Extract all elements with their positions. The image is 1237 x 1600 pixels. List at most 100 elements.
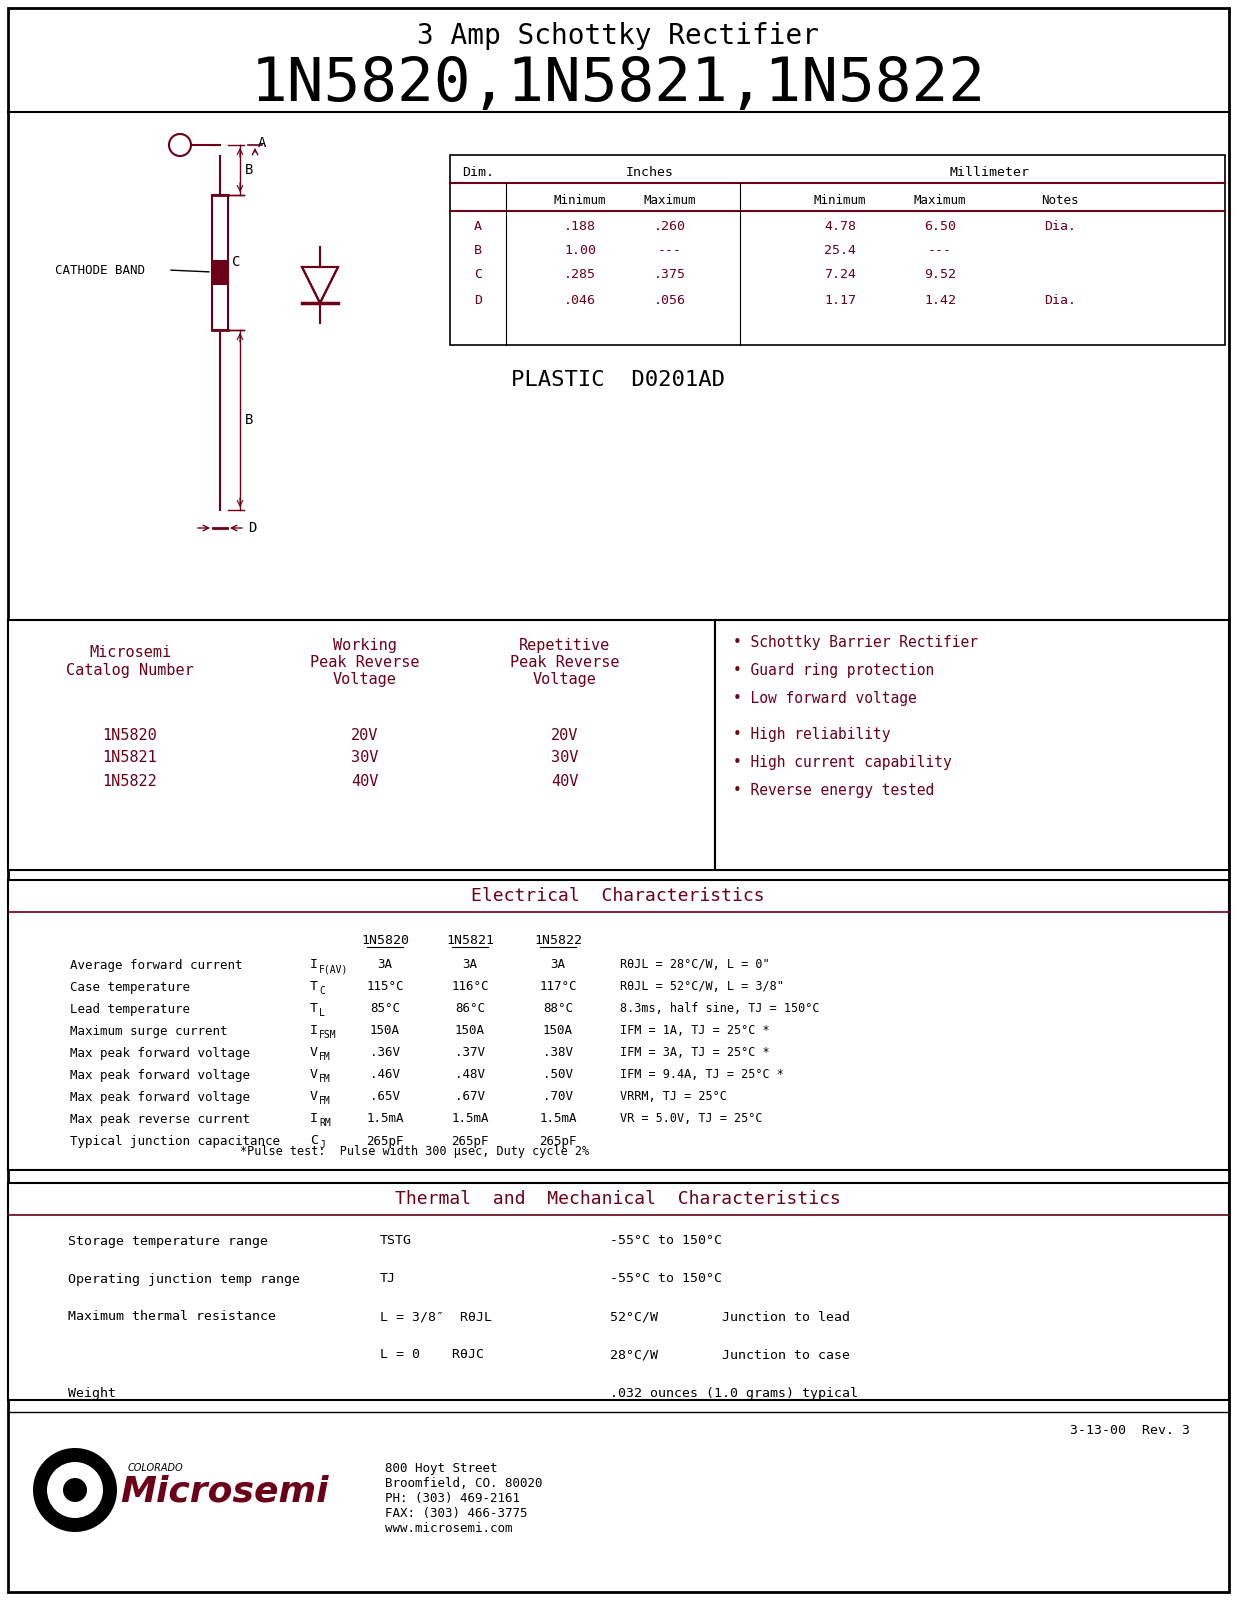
Text: T: T [310, 981, 318, 994]
Bar [7, 1182, 1230, 1400]
Text: Working: Working [333, 638, 397, 653]
Text: I: I [310, 1024, 318, 1037]
Text: 85°C: 85°C [370, 1003, 400, 1016]
Text: Max peak forward voltage: Max peak forward voltage [71, 1091, 250, 1104]
Text: • Schottky Barrier Rectifier: • Schottky Barrier Rectifier [734, 635, 978, 650]
Text: -55°C to 150°C: -55°C to 150°C [610, 1272, 722, 1285]
Text: V: V [310, 1069, 318, 1082]
Text: 3A: 3A [377, 958, 392, 971]
Text: 20V: 20V [351, 728, 379, 742]
Text: C: C [233, 254, 240, 269]
Text: Weight: Weight [68, 1387, 116, 1400]
Text: VR = 5.0V, TJ = 25°C: VR = 5.0V, TJ = 25°C [620, 1112, 762, 1125]
Text: 1N5821: 1N5821 [103, 750, 157, 765]
Text: Thermal  and  Mechanical  Characteristics: Thermal and Mechanical Characteristics [395, 1190, 841, 1208]
Bar [7, 619, 715, 870]
Circle shape [63, 1478, 87, 1502]
Text: 3 Amp Schottky Rectifier: 3 Amp Schottky Rectifier [417, 22, 819, 50]
Text: C: C [474, 269, 482, 282]
Text: C: C [310, 1134, 318, 1147]
Text: .38V: .38V [543, 1046, 573, 1059]
Text: Max peak forward voltage: Max peak forward voltage [71, 1069, 250, 1082]
Text: 150A: 150A [543, 1024, 573, 1037]
Text: 52°C/W        Junction to lead: 52°C/W Junction to lead [610, 1310, 850, 1323]
Text: Millimeter: Millimeter [950, 166, 1030, 179]
Text: • Low forward voltage: • Low forward voltage [734, 691, 917, 706]
Text: 7.24: 7.24 [824, 269, 856, 282]
Text: Voltage: Voltage [533, 672, 597, 686]
Text: 3A: 3A [463, 958, 477, 971]
Text: .056: .056 [654, 293, 687, 307]
Bar [212, 195, 228, 330]
Text: Max peak forward voltage: Max peak forward voltage [71, 1046, 250, 1059]
Text: .70V: .70V [543, 1091, 573, 1104]
Text: 1.5mA: 1.5mA [452, 1112, 489, 1125]
Text: A: A [474, 221, 482, 234]
Text: -55°C to 150°C: -55°C to 150°C [610, 1235, 722, 1248]
Text: 1N5820: 1N5820 [361, 933, 409, 947]
Text: .36V: .36V [370, 1046, 400, 1059]
Text: .37V: .37V [455, 1046, 485, 1059]
Text: F(AV): F(AV) [319, 963, 349, 974]
Text: Case temperature: Case temperature [71, 981, 190, 994]
Text: 25.4: 25.4 [824, 245, 856, 258]
Text: L = 0    RθJC: L = 0 RθJC [380, 1349, 484, 1362]
Text: 40V: 40V [351, 773, 379, 789]
Text: RM: RM [319, 1118, 330, 1128]
Text: Electrical  Characteristics: Electrical Characteristics [471, 886, 764, 906]
Text: PLASTIC  D0201AD: PLASTIC D0201AD [511, 370, 725, 390]
Bar [450, 155, 1225, 346]
Text: Microsemi: Microsemi [120, 1475, 329, 1509]
Text: RθJL = 28°C/W, L = 0": RθJL = 28°C/W, L = 0" [620, 958, 769, 971]
Text: Maximum surge current: Maximum surge current [71, 1024, 228, 1037]
Text: D: D [247, 522, 256, 534]
Text: 30V: 30V [552, 750, 579, 765]
Text: Catalog Number: Catalog Number [66, 662, 194, 678]
Text: 117°C: 117°C [539, 981, 576, 994]
Text: 1.17: 1.17 [824, 293, 856, 307]
Text: 115°C: 115°C [366, 981, 403, 994]
Bar [212, 259, 228, 285]
Text: 8.3ms, half sine, TJ = 150°C: 8.3ms, half sine, TJ = 150°C [620, 1003, 819, 1016]
Text: • Reverse energy tested: • Reverse energy tested [734, 784, 934, 798]
Text: 86°C: 86°C [455, 1003, 485, 1016]
Text: IFM = 3A, TJ = 25°C *: IFM = 3A, TJ = 25°C * [620, 1046, 769, 1059]
Text: Storage temperature range: Storage temperature range [68, 1235, 268, 1248]
Text: 28°C/W        Junction to case: 28°C/W Junction to case [610, 1349, 850, 1362]
Text: 6.50: 6.50 [924, 221, 956, 234]
Text: .260: .260 [654, 221, 687, 234]
Text: 1N5822: 1N5822 [103, 773, 157, 789]
Text: Minimum: Minimum [814, 194, 866, 206]
Text: 265pF: 265pF [452, 1134, 489, 1147]
Text: .188: .188 [564, 221, 596, 234]
Circle shape [47, 1462, 103, 1518]
Text: Dia.: Dia. [1044, 293, 1076, 307]
Text: FM: FM [319, 1074, 330, 1085]
Text: 1N5820,1N5821,1N5822: 1N5820,1N5821,1N5822 [251, 54, 986, 114]
Text: L = 3/8″  RθJL: L = 3/8″ RθJL [380, 1310, 492, 1323]
Text: Microsemi: Microsemi [89, 645, 171, 659]
Text: ---: --- [658, 245, 682, 258]
Text: 150A: 150A [370, 1024, 400, 1037]
Text: 30V: 30V [351, 750, 379, 765]
Text: Peak Reverse: Peak Reverse [510, 654, 620, 670]
Text: B: B [474, 245, 482, 258]
Text: Typical junction capacitance: Typical junction capacitance [71, 1134, 280, 1147]
Text: RθJL = 52°C/W, L = 3/8": RθJL = 52°C/W, L = 3/8" [620, 981, 784, 994]
Text: B: B [245, 163, 254, 178]
Text: A: A [259, 136, 266, 150]
Text: B: B [245, 413, 254, 427]
Text: .375: .375 [654, 269, 687, 282]
Text: FM: FM [319, 1096, 330, 1106]
Text: .48V: .48V [455, 1069, 485, 1082]
Circle shape [33, 1448, 118, 1533]
Text: Max peak reverse current: Max peak reverse current [71, 1112, 250, 1125]
Text: TSTG: TSTG [380, 1235, 412, 1248]
Text: 150A: 150A [455, 1024, 485, 1037]
Text: I: I [310, 1112, 318, 1125]
Text: 9.52: 9.52 [924, 269, 956, 282]
Text: Peak Reverse: Peak Reverse [310, 654, 419, 670]
Text: .67V: .67V [455, 1091, 485, 1104]
Text: V: V [310, 1091, 318, 1104]
Text: Notes: Notes [1042, 194, 1079, 206]
